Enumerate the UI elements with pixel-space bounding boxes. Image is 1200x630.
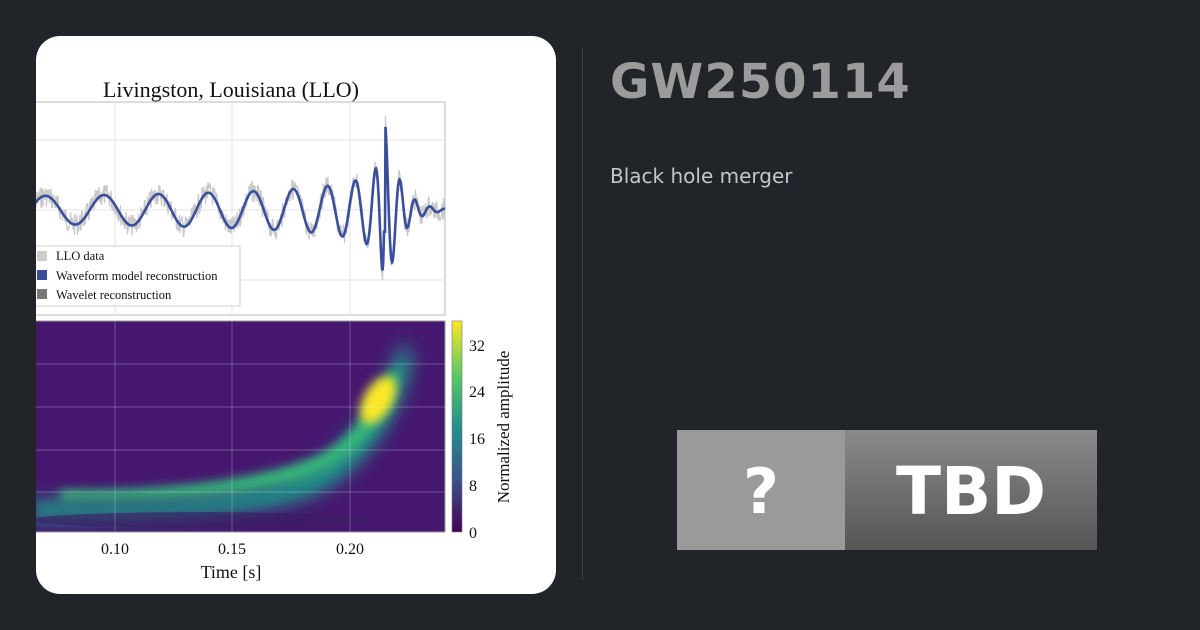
colorbar-tick-label: 24 <box>469 384 485 401</box>
x-axis-label: Time [s] <box>201 562 262 582</box>
colorbar-label: Normalized amplitude <box>494 351 513 503</box>
x-tick-label: 0.10 <box>101 541 129 558</box>
badge-icon: ? <box>743 455 779 528</box>
colorbar-tick-label: 32 <box>469 338 485 355</box>
colorbar-tick-label: 16 <box>469 431 485 448</box>
badge-icon-box <box>677 430 845 550</box>
x-tick-label: 0.15 <box>218 541 246 558</box>
x-tick-label: 0.20 <box>336 541 364 558</box>
colorbar <box>451 320 463 533</box>
figure: Livingston, Louisiana (LLO) LLO data Wav… <box>36 77 513 582</box>
legend: LLO data Waveform model reconstruction W… <box>36 245 241 307</box>
model-trace <box>36 126 445 271</box>
colorbar-tick-label: 0 <box>469 525 477 542</box>
event-subtitle: Black hole merger <box>610 164 793 188</box>
badge-label: TBD <box>896 453 1046 530</box>
colorbar-ticks: 32 24 16 8 0 <box>469 338 485 542</box>
figure-title: Livingston, Louisiana (LLO) <box>103 77 359 102</box>
event-title: GW250114 <box>610 54 911 110</box>
spectrogram <box>36 321 445 532</box>
legend-entry: Waveform model reconstruction <box>56 269 218 283</box>
legend-entry: LLO data <box>56 249 105 263</box>
data-trace <box>36 116 446 281</box>
legend-entry: Wavelet reconstruction <box>56 288 172 302</box>
badge-label-box <box>845 430 1097 550</box>
colorbar-tick-label: 8 <box>469 478 477 495</box>
